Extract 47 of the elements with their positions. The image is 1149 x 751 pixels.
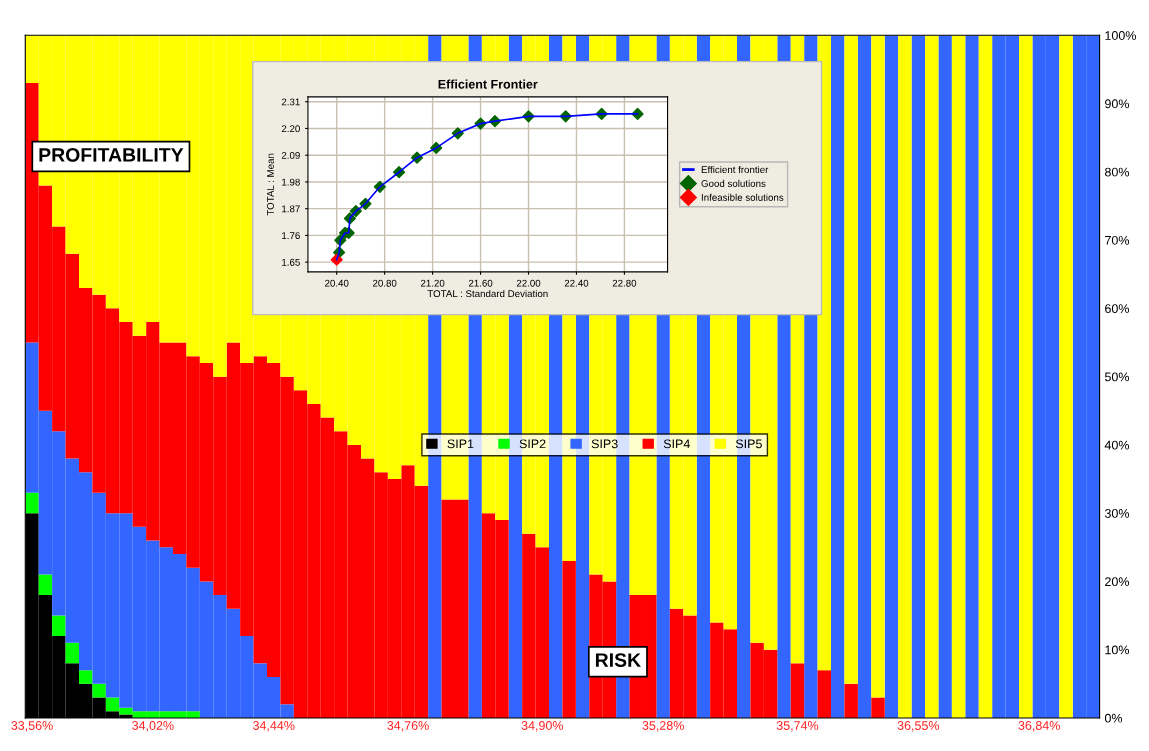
y-tick-label: 30%: [1104, 508, 1130, 518]
chart-title: Efficient Frontier: [438, 79, 538, 89]
x-tick-label: 36,84%: [1018, 721, 1060, 732]
legend-label: Efficient frontier: [701, 165, 769, 174]
x-tick-label: 20.40: [325, 279, 349, 287]
y-tick-label: 1.87: [282, 205, 300, 213]
legend-label: SIP4: [663, 439, 690, 449]
y-tick-label: 80%: [1105, 167, 1130, 177]
annotation: RISK: [595, 653, 641, 667]
y-tick-label: 60%: [1105, 304, 1130, 314]
x-tick-label: 33,56%: [11, 721, 53, 732]
x-tick-label: 35,28%: [642, 721, 684, 732]
y-tick-label: 70%: [1105, 235, 1130, 245]
legend-label: Good solutions: [701, 179, 766, 187]
y-tick-label: 2.09: [281, 151, 300, 159]
legend-label: SIP2: [519, 439, 546, 449]
y-tick-label: 2.31: [281, 98, 300, 106]
y-tick-label: 100%: [1105, 31, 1136, 40]
y-tick-label: 1.76: [282, 232, 300, 240]
x-tick-label: 22.00: [516, 279, 541, 287]
x-tick-label: 20.80: [372, 279, 397, 287]
x-axis-title: TOTAL : Standard Deviation: [427, 289, 548, 298]
x-tick-label: 35,74%: [776, 721, 819, 732]
y-tick-label: 2.20: [281, 125, 300, 133]
x-tick-label: 36,55%: [897, 721, 940, 732]
y-tick-label: 10%: [1105, 645, 1130, 655]
x-tick-label: 34,76%: [387, 721, 429, 732]
x-tick-label: 22.40: [564, 279, 589, 287]
x-tick-label: 34,02%: [132, 721, 174, 732]
x-tick-label: 22.80: [612, 279, 637, 287]
y-tick-label: 1.98: [282, 178, 300, 186]
y-tick-label: 40%: [1104, 440, 1130, 450]
y-axis-title: TOTAL : Mean: [267, 153, 274, 216]
x-tick-label: 34,90%: [521, 721, 564, 732]
legend-label: SIP3: [591, 439, 618, 449]
x-tick-label: 21.20: [420, 279, 445, 287]
y-tick-label: 0%: [1104, 713, 1123, 723]
annotation: PROFITABILITY: [39, 148, 184, 162]
y-tick-label: 1.65: [282, 258, 300, 266]
legend-label: SIP5: [735, 439, 762, 449]
y-tick-label: 90%: [1105, 99, 1130, 109]
y-tick-label: 50%: [1104, 372, 1130, 382]
legend-label: Infeasible solutions: [701, 193, 784, 201]
x-tick-label: 21.60: [468, 279, 493, 287]
legend-label: SIP1: [447, 439, 474, 449]
x-tick-label: 34,44%: [252, 721, 295, 732]
y-tick-label: 20%: [1105, 577, 1130, 587]
